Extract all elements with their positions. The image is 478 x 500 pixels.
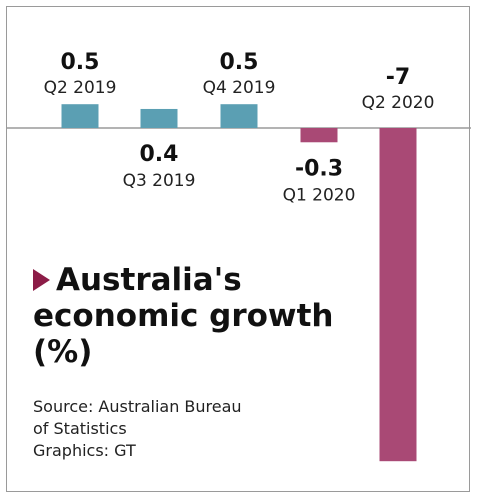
bar-q3-2019	[140, 108, 178, 128]
category-label: Q4 2019	[203, 78, 276, 98]
category-label: Q1 2020	[283, 185, 356, 205]
bar-q2-2019	[61, 104, 99, 128]
value-label: 0.5	[220, 50, 259, 75]
chart-title: Australia's economic growth (%)	[33, 262, 353, 370]
triangle-marker-icon	[33, 269, 50, 291]
source-line-2: of Statistics	[33, 419, 127, 438]
source-note: Source: Australian Bureau of Statistics …	[33, 396, 353, 462]
source-line-3: Graphics: GT	[33, 441, 136, 460]
chart-title-line-1: Australia's	[56, 262, 242, 298]
value-label: 0.4	[140, 142, 179, 167]
value-label: -7	[386, 65, 410, 90]
bar-q4-2019	[220, 104, 258, 128]
category-label: Q2 2019	[44, 78, 117, 98]
chart-title-line-2: economic growth	[33, 298, 334, 334]
source-line-1: Source: Australian Bureau	[33, 397, 242, 416]
category-label: Q2 2020	[362, 93, 435, 113]
bar-q1-2020	[300, 128, 338, 143]
chart-title-line-3: (%)	[33, 334, 93, 370]
bar-q2-2020	[379, 128, 417, 462]
value-label: -0.3	[295, 156, 343, 181]
category-label: Q3 2019	[123, 171, 196, 191]
value-label: 0.5	[61, 50, 100, 75]
